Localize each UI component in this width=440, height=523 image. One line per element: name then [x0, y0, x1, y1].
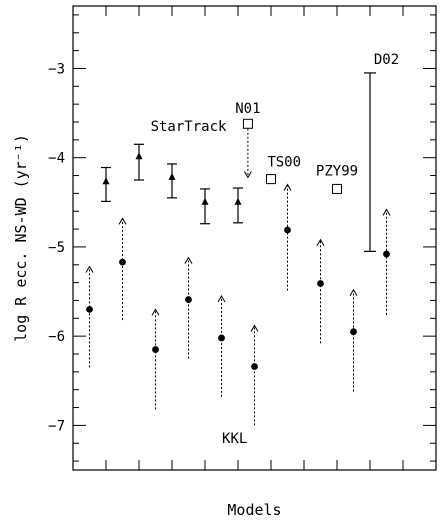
annotation-kkl: KKL [222, 431, 247, 447]
startrack-point [102, 177, 110, 185]
kkl-arrow-head [283, 183, 292, 191]
axis-ticks [73, 6, 437, 470]
kkl-arrow-head [217, 295, 226, 303]
kkl-point [350, 328, 357, 336]
plot-frame [72, 5, 437, 471]
startrack-point [135, 152, 143, 160]
ts00-point [266, 174, 276, 185]
kkl-arrow-head [151, 308, 160, 316]
annotation-d02: D02 [374, 52, 399, 68]
y-axis-label: log R ecc. NS-WD (yr⁻¹) [12, 134, 30, 342]
startrack-point [234, 197, 242, 205]
kkl-point [119, 258, 126, 266]
annotation-startrack: StarTrack [151, 119, 227, 135]
kkl-arrow-head [118, 217, 127, 225]
y-tick-label: −5 [48, 240, 65, 256]
kkl-arrow-head [85, 265, 94, 273]
kkl-point [152, 346, 159, 353]
kkl-point [86, 305, 93, 313]
y-tick-label: −4 [48, 151, 65, 167]
chart-labels: −3 −4 −5 −6 −7 StarTrack N01 TS00 PZY99 D02 KKL [48, 52, 399, 447]
annotation-pzy99: PZY99 [316, 164, 358, 180]
kkl-arrow-head [184, 256, 193, 264]
kkl-point [185, 296, 192, 303]
startrack-point [168, 172, 176, 180]
chart-marks [85, 72, 391, 426]
n01-point [242, 118, 253, 129]
startrack-point [201, 197, 209, 205]
x-axis-label: Models [227, 501, 281, 519]
kkl-point [317, 280, 324, 287]
y-tick-label: −7 [48, 418, 65, 434]
kkl-point [383, 250, 390, 258]
kkl-arrow-head [382, 208, 391, 216]
annotation-ts00: TS00 [267, 155, 301, 171]
annotation-n01: N01 [235, 101, 260, 117]
kkl-point [284, 226, 291, 234]
kkl-arrow-head [349, 288, 358, 297]
pzy99-point [332, 183, 342, 194]
kkl-point [218, 334, 225, 342]
y-tick-label: −6 [48, 329, 65, 345]
plot-border [72, 5, 437, 471]
n01-arrow-head [243, 171, 252, 179]
y-tick-label: −3 [48, 61, 65, 77]
kkl-arrow-head [316, 238, 325, 247]
kkl-arrow-head [250, 324, 259, 332]
kkl-point [251, 363, 258, 370]
